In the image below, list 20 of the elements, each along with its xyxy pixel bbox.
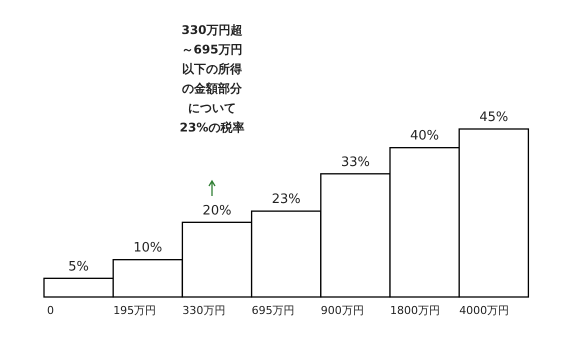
x-tick-label: 330万円 (182, 304, 226, 317)
text: 以下の所得 (182, 62, 242, 76)
data-label: 5% (68, 259, 89, 274)
data-label: 45% (479, 110, 508, 125)
x-tick-label: 1800万円 (390, 304, 440, 317)
text: ～695万円 (181, 42, 243, 56)
x-tick-label: 695万円 (252, 304, 295, 317)
data-label: 10% (133, 240, 162, 256)
x-tick-label: 4000万円 (459, 304, 510, 317)
x-tick-label: 0 (47, 304, 54, 317)
x-tick-label: 900万円 (320, 304, 364, 317)
text: 330万円超 (181, 23, 243, 37)
data-label: 20% (202, 203, 232, 218)
x-tick-label: 195万円 (113, 304, 156, 317)
data-label: 40% (410, 128, 440, 144)
annotation: 23%の税率 (180, 120, 244, 134)
text: の金額部分 (182, 82, 243, 96)
text: について (188, 101, 236, 115)
data-label: 23% (272, 192, 301, 208)
data-label: 33% (340, 154, 370, 170)
